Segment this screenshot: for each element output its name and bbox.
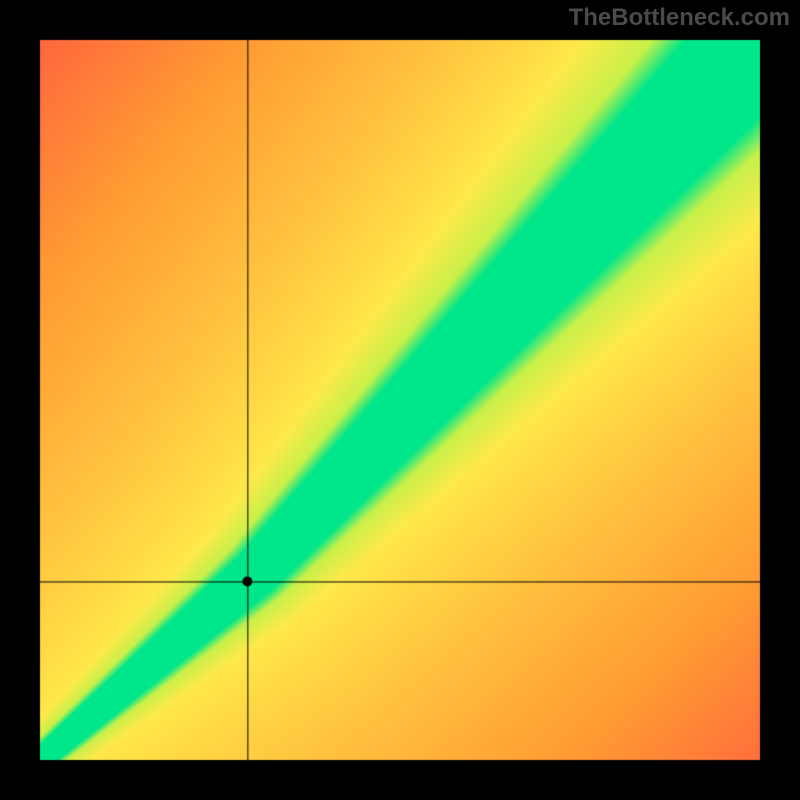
watermark-text: TheBottleneck.com [569, 4, 790, 32]
bottleneck-heatmap-canvas [0, 0, 800, 800]
chart-container: TheBottleneck.com [0, 0, 800, 800]
